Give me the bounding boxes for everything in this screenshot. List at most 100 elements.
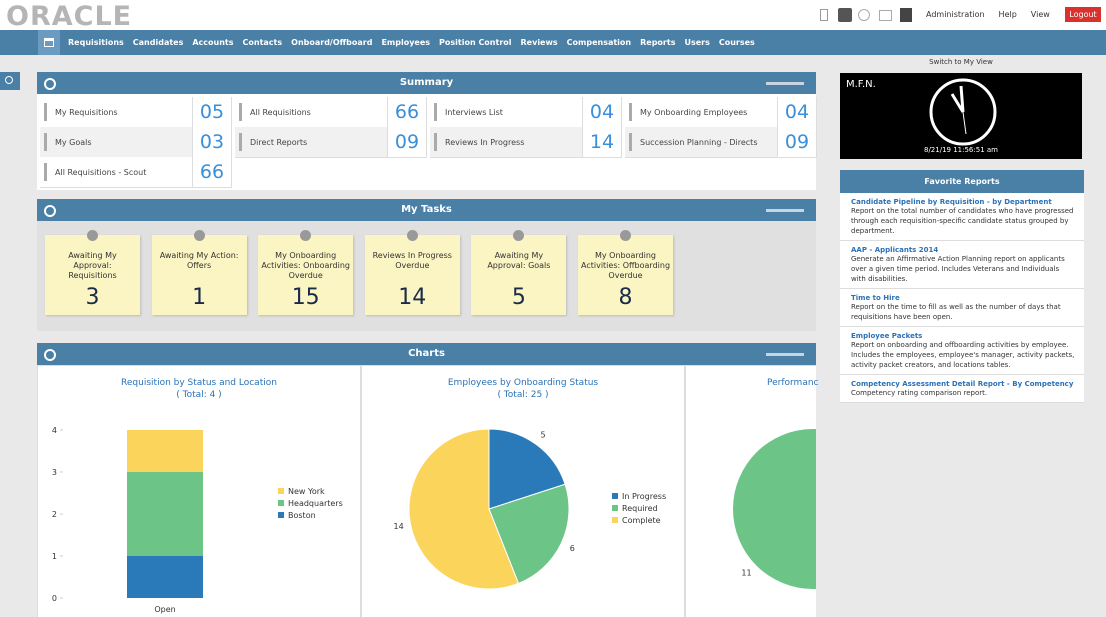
item-label: Interviews List bbox=[445, 108, 503, 117]
item-count: 04 bbox=[582, 97, 622, 127]
item-count: 66 bbox=[387, 97, 427, 127]
nav-item[interactable]: Onboard/Offboard bbox=[291, 38, 373, 47]
task-label: My Onboarding Activities: Onboarding Ove… bbox=[261, 251, 350, 280]
icon[interactable] bbox=[820, 9, 828, 21]
clock-name: M.F.N. bbox=[846, 79, 876, 90]
task-label: Awaiting My Approval: Goals bbox=[487, 251, 551, 270]
pin bbox=[193, 230, 205, 241]
item-marker bbox=[629, 103, 632, 121]
logout-button[interactable]: Logout bbox=[1065, 7, 1101, 22]
report-title: Candidate Pipeline by Requisition - by D… bbox=[851, 198, 1052, 206]
nav-item[interactable]: Contacts bbox=[242, 38, 283, 47]
summary-item[interactable]: Reviews In Progress 14 bbox=[430, 127, 622, 158]
nav-item[interactable]: Reviews bbox=[520, 38, 558, 47]
nav-item[interactable]: Courses bbox=[718, 38, 755, 47]
item-count: 05 bbox=[192, 97, 232, 127]
task-note[interactable]: Awaiting My Action: Offers 1 bbox=[151, 230, 247, 315]
switch-view[interactable]: Switch to My View bbox=[929, 58, 993, 66]
task-label: Reviews In Progress Overdue bbox=[372, 251, 452, 270]
charts-header: Charts bbox=[37, 343, 816, 365]
summary-item[interactable]: Direct Reports 09 bbox=[235, 127, 427, 158]
nav-item[interactable]: Users bbox=[684, 38, 710, 47]
charts-body bbox=[37, 365, 816, 617]
summary-header: Summary bbox=[37, 72, 816, 94]
icon[interactable] bbox=[858, 9, 870, 21]
item-marker bbox=[44, 133, 47, 151]
task-count: 8 bbox=[618, 285, 633, 310]
nav-item[interactable]: Requisitions bbox=[68, 38, 124, 47]
summary-item[interactable]: Interviews List 04 bbox=[430, 97, 622, 128]
task-note[interactable]: Awaiting My Approval: Goals 5 bbox=[471, 230, 567, 315]
tasks-header: My Tasks bbox=[37, 199, 816, 221]
header: ORACLE Administration Help View Logout bbox=[0, 0, 1106, 32]
summary-item[interactable]: All Requisitions - Scout 66 bbox=[40, 157, 232, 188]
item-label: Reviews In Progress bbox=[445, 138, 525, 147]
item-label: All Requisitions bbox=[250, 108, 311, 117]
summary-item[interactable]: Succession Planning - Directs 09 bbox=[625, 127, 817, 158]
task-count: 3 bbox=[85, 285, 100, 310]
item-marker bbox=[239, 103, 242, 121]
nav-bar: Requisitions Candidates Accounts Contacts On… bbox=[0, 30, 1106, 55]
task-count: 14 bbox=[398, 285, 427, 310]
nav-item[interactable]: Accounts bbox=[192, 38, 234, 47]
tasks-body: Awaiting My Approval: Requisitions 3 Await… bbox=[37, 221, 816, 331]
report-desc: Report on the total number of candidates… bbox=[851, 207, 1074, 235]
summary-item[interactable]: My Requisitions 05 bbox=[40, 97, 232, 128]
report-desc: Report on the time to fill as well as th… bbox=[851, 303, 1061, 321]
logo[interactable]: ORACLE bbox=[6, 1, 133, 32]
report-item[interactable]: Employee Packets Report on onboarding and… bbox=[840, 327, 1084, 375]
task-note[interactable]: My Onboarding Activities: Offboarding Ov… bbox=[578, 230, 673, 315]
nav-item[interactable]: Compensation bbox=[566, 38, 632, 47]
chart-cell bbox=[686, 366, 816, 617]
menu[interactable]: View bbox=[1030, 10, 1050, 19]
item-marker bbox=[434, 133, 437, 151]
icon[interactable] bbox=[879, 10, 892, 21]
charts-title: Charts bbox=[408, 348, 445, 359]
nav-item[interactable]: Candidates bbox=[132, 38, 184, 47]
report-title: Employee Packets bbox=[851, 332, 923, 340]
summary-body: My Requisitions 05 All Requisitions 66 Inter… bbox=[37, 94, 817, 190]
task-note[interactable]: Awaiting My Approval: Requisitions 3 bbox=[45, 230, 140, 315]
item-marker bbox=[44, 163, 47, 181]
item-label: My Onboarding Employees bbox=[640, 108, 748, 117]
tasks-title: My Tasks bbox=[401, 204, 452, 215]
report-item[interactable]: Candidate Pipeline by Requisition - by D… bbox=[840, 193, 1084, 241]
item-count: 04 bbox=[777, 97, 817, 127]
report-desc: Generate an Affirmative Action Planning … bbox=[851, 255, 1065, 283]
clock-time: 8/21/19 11:56:51 am bbox=[924, 146, 998, 154]
report-item[interactable]: Time to Hire Report on the time to fill a… bbox=[840, 289, 1084, 327]
home-button[interactable] bbox=[38, 30, 60, 55]
item-label: Succession Planning - Directs bbox=[640, 138, 758, 147]
report-item[interactable]: AAP - Applicants 2014 Generate an Affirma… bbox=[840, 241, 1084, 289]
task-count: 5 bbox=[511, 285, 526, 310]
item-count: 14 bbox=[582, 127, 622, 157]
task-count: 1 bbox=[192, 285, 207, 310]
report-title: Competency Assessment Detail Report - By… bbox=[851, 380, 1074, 388]
task-label: My Onboarding Activities: Offboarding Ov… bbox=[581, 251, 671, 280]
summary-item[interactable]: My Onboarding Employees 04 bbox=[625, 97, 817, 128]
nav-item[interactable]: Reports bbox=[640, 38, 676, 47]
report-item[interactable]: Competency Assessment Detail Report - By… bbox=[840, 375, 1084, 403]
menu[interactable]: Help bbox=[998, 10, 1017, 19]
item-count: 09 bbox=[777, 127, 817, 157]
item-label: My Goals bbox=[55, 138, 92, 147]
search-button[interactable] bbox=[0, 72, 20, 90]
item-label: My Requisitions bbox=[55, 108, 118, 117]
favorites-header: Favorite Reports bbox=[840, 170, 1084, 193]
icon[interactable] bbox=[838, 8, 852, 22]
icon[interactable] bbox=[900, 8, 912, 22]
item-label: All Requisitions - Scout bbox=[55, 168, 147, 177]
summary-item[interactable]: My Goals 03 bbox=[40, 127, 232, 158]
favorites-list: Candidate Pipeline by Requisition - by D… bbox=[840, 193, 1084, 403]
menus: Administration Help View bbox=[926, 10, 1050, 19]
pin bbox=[620, 230, 631, 241]
task-count: 15 bbox=[291, 285, 320, 310]
summary-item[interactable]: All Requisitions 66 bbox=[235, 97, 427, 128]
task-note[interactable]: Reviews In Progress Overdue 14 bbox=[364, 230, 460, 315]
report-desc: Report on onboarding and offboarding act… bbox=[851, 341, 1075, 369]
nav-item[interactable]: Employees bbox=[381, 38, 431, 47]
nav-item[interactable]: Position Control bbox=[439, 38, 512, 47]
task-note[interactable]: My Onboarding Activities: Onboarding Ove… bbox=[258, 230, 354, 315]
menu[interactable]: Administration bbox=[926, 10, 985, 19]
